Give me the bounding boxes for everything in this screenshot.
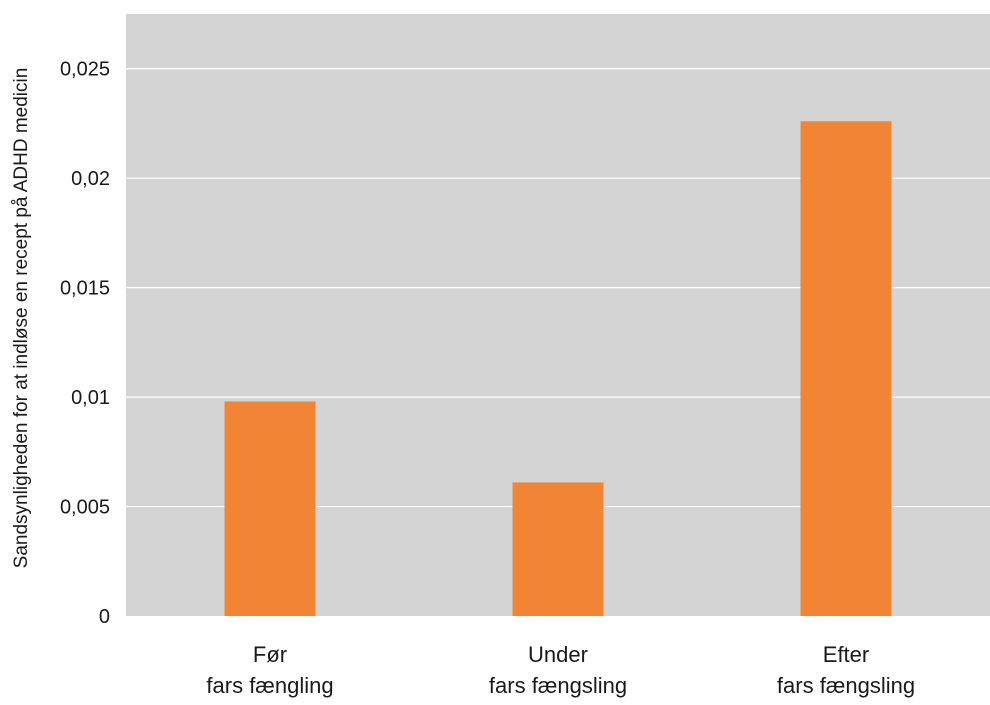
y-axis-label: Sandsynligheden for at indløse en recept… [11,68,32,569]
x-category-label-line: Under [528,642,588,667]
y-axis-tick-labels: 0 0,005 0,01 0,015 0,02 0,025 [60,59,110,628]
y-tick-label: 0,005 [60,497,110,519]
x-category-label: Efter fars fængsling [777,642,915,698]
y-tick-label: 0,015 [60,278,110,300]
bars [224,121,892,617]
x-category-label-line: fars fængsling [489,673,627,698]
x-category-label: Under fars fængsling [489,642,627,698]
x-category-label-line: fars fængling [206,673,333,698]
y-tick-label: 0,025 [60,59,110,81]
x-category-label-line: fars fængsling [777,673,915,698]
x-category-label: Før fars fængling [206,642,333,698]
bar [224,401,316,616]
x-category-label-line: Efter [823,642,869,667]
y-tick-label: 0,02 [71,168,110,190]
y-tick-label: 0 [99,606,110,628]
bar [512,482,604,616]
x-category-label-line: Før [253,642,287,667]
y-tick-label: 0,01 [71,387,110,409]
bar [800,121,892,617]
